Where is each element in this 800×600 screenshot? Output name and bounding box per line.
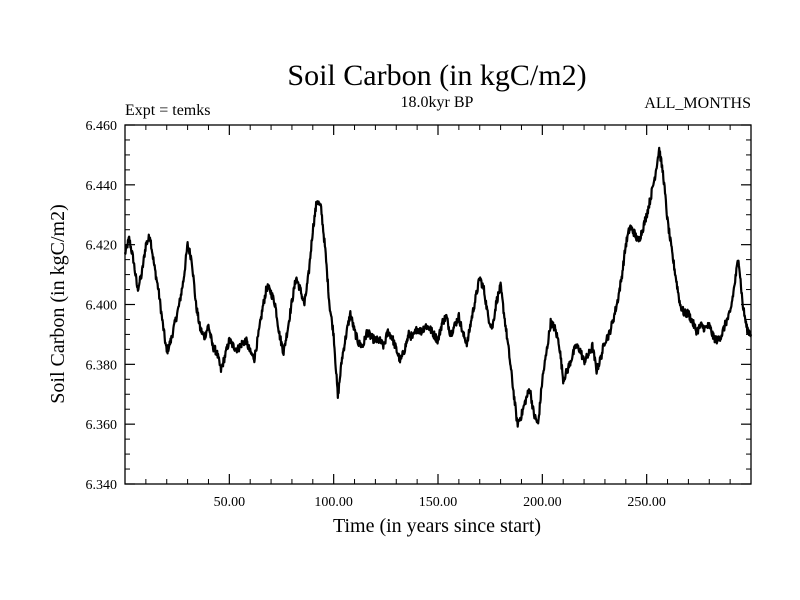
x-axis-label: Time (in years since start)	[333, 515, 541, 537]
x-tick-label: 250.00	[627, 495, 666, 510]
period-label: 18.0kyr BP	[401, 94, 474, 111]
y-axis-label: Soil Carbon (in kgC/m2)	[47, 204, 69, 403]
y-tick-label: 6.460	[86, 119, 118, 134]
chart-title: Soil Carbon (in kgC/m2)	[287, 59, 586, 92]
x-tick-label: 50.00	[214, 495, 246, 510]
months-label: ALL_MONTHS	[644, 95, 751, 112]
y-tick-label: 6.400	[86, 299, 118, 314]
y-tick-label: 6.340	[86, 478, 118, 493]
y-tick-label: 6.420	[86, 239, 118, 254]
x-tick-label: 150.00	[419, 495, 458, 510]
x-tick-label: 200.00	[523, 495, 562, 510]
experiment-label: Expt = temks	[125, 102, 210, 119]
axis-tick-labels: 6.340 6.360 6.380 6.400 6.420 6.440 6.460 50.00…	[86, 119, 666, 510]
plot-frame	[124, 124, 752, 485]
series-line	[123, 146, 753, 428]
y-tick-label: 6.440	[86, 179, 118, 194]
y-tick-label: 6.380	[86, 358, 118, 373]
axis-ticks	[125, 124, 751, 485]
y-tick-label: 6.360	[86, 418, 118, 433]
series-layer	[123, 146, 753, 428]
x-tick-label: 100.00	[314, 495, 353, 510]
